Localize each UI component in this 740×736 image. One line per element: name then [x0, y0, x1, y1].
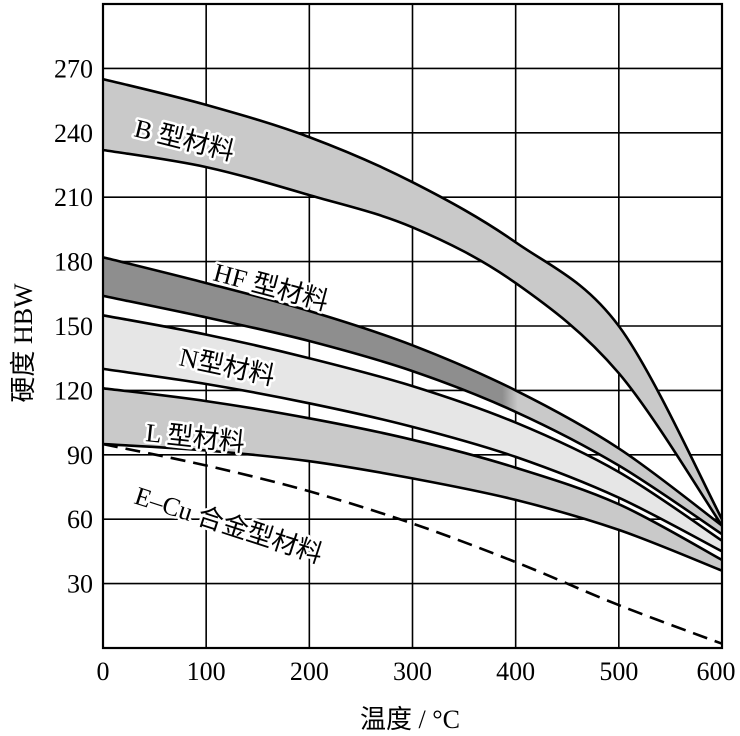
x-tick-label: 400 — [496, 657, 535, 686]
series-3-lower-curve — [102, 442, 723, 572]
series-1-band-fill — [103, 257, 722, 535]
series-3-band-fill — [103, 388, 722, 571]
y-tick-label: 210 — [54, 183, 93, 212]
y-tick-label: 270 — [54, 54, 93, 83]
y-tick-label: 180 — [54, 248, 93, 277]
y-tick-label: 30 — [67, 570, 93, 599]
series-0-lower-curve — [102, 148, 724, 527]
y-tick-labels: 30 60 90 120 150 180 210 240 270 — [54, 54, 93, 598]
series-1-upper-curve — [102, 256, 723, 527]
y-tick-label: 90 — [67, 441, 93, 470]
label-ecu-alloy-material: E–Cu 合金型材料 — [131, 481, 326, 569]
series-2-lower-curve — [102, 367, 723, 553]
x-axis-label: 温度 / °C — [360, 705, 460, 734]
y-tick-label: 60 — [67, 505, 93, 534]
series-0-upper-curve — [102, 77, 724, 520]
x-tick-label: 0 — [97, 657, 110, 686]
series-1-lower-curve — [102, 294, 723, 536]
y-axis-label: 硬度 HBW — [9, 283, 38, 403]
series-2-upper-curve — [102, 314, 723, 542]
y-tick-label: 150 — [54, 312, 93, 341]
x-tick-label: 600 — [697, 657, 736, 686]
x-tick-label: 300 — [393, 657, 432, 686]
x-tick-label: 500 — [599, 657, 638, 686]
x-tick-label: 200 — [290, 657, 329, 686]
plot-frame — [101, 2, 724, 650]
series-2-band-fill — [103, 315, 722, 552]
x-tick-label: 100 — [187, 657, 226, 686]
band-boundary-curves — [102, 77, 724, 645]
series-3-upper-curve — [102, 387, 723, 562]
y-tick-label: 120 — [54, 376, 93, 405]
grid — [103, 4, 722, 648]
x-tick-labels: 0 100 200 300 400 500 600 — [97, 657, 736, 686]
series-4-line — [102, 442, 723, 645]
y-tick-label: 240 — [54, 119, 93, 148]
